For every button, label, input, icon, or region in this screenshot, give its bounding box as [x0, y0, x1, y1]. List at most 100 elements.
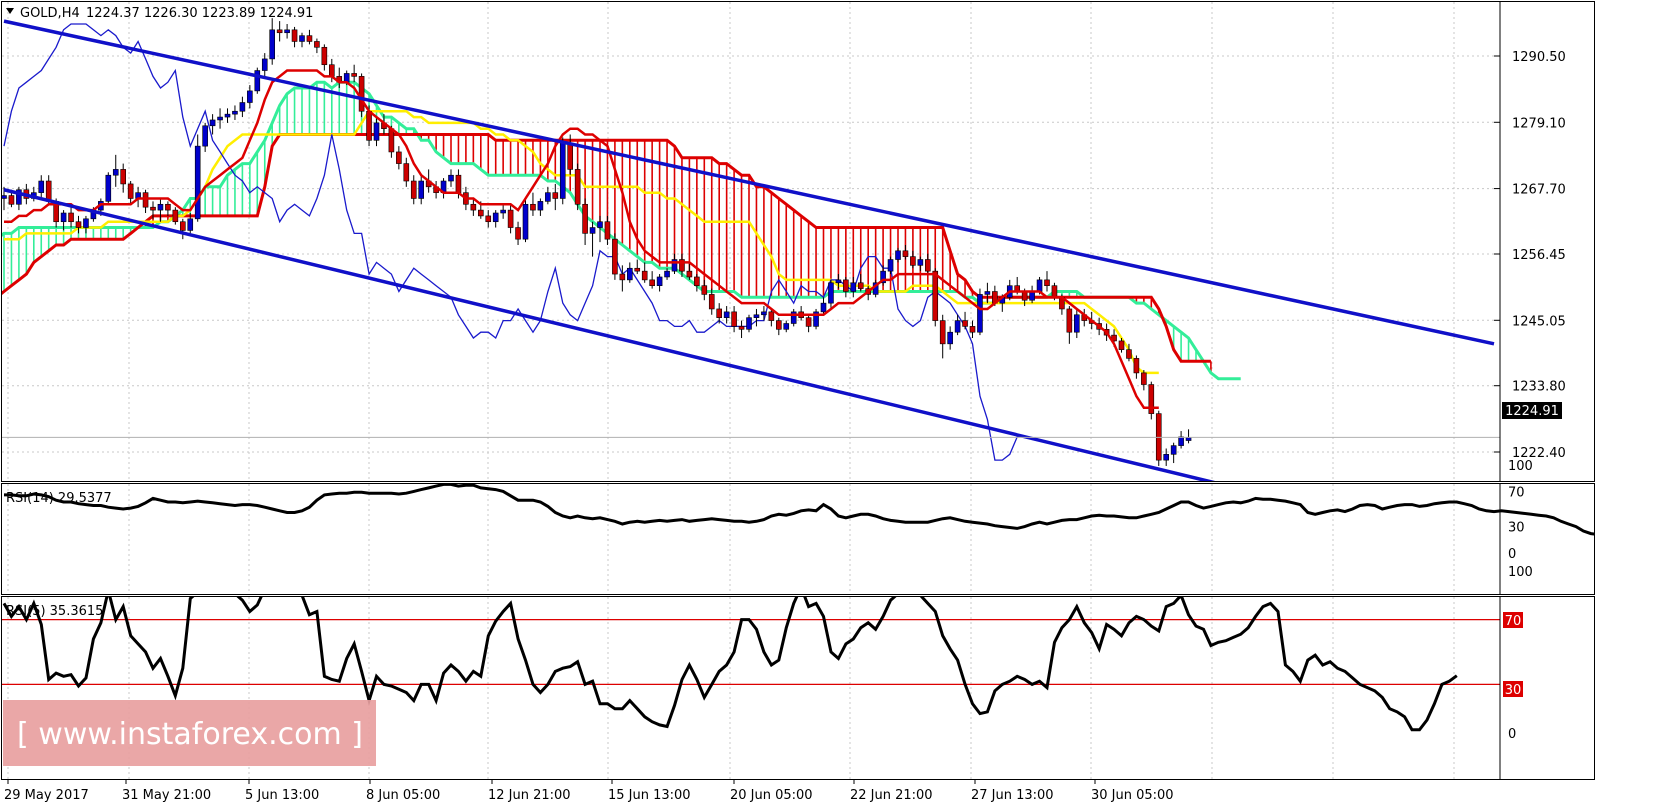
- time-axis-labels: 29 May 2017 31 May 21:00 5 Jun 13:00 8 Jun …: [4, 779, 1174, 803]
- rsi5-title: RSI(5) 35.3615: [6, 604, 103, 619]
- time-tick-label: 30 Jun 05:00: [1091, 788, 1174, 803]
- bull-candle: [254, 70, 261, 92]
- level-30-badge: 30: [1505, 683, 1522, 698]
- bull-candle: [761, 311, 767, 316]
- bull-candle: [559, 142, 566, 199]
- bull-candle: [448, 174, 454, 182]
- channel-lower-line: [3, 188, 1216, 481]
- bull-candle: [418, 180, 425, 199]
- bear-candle: [388, 128, 395, 153]
- bull-candle: [597, 221, 603, 228]
- level-70-badge: 70: [1505, 614, 1522, 629]
- price-tick-label: 1222.40: [1512, 446, 1566, 461]
- bull-candle: [209, 119, 216, 127]
- bull-candle: [828, 282, 834, 304]
- time-tick-label: 5 Jun 13:00: [245, 788, 319, 803]
- rsi-level-badges: 70 30: [1503, 612, 1523, 698]
- bear-candle: [68, 212, 74, 223]
- bull-candle: [954, 320, 961, 333]
- bear-candle: [939, 320, 946, 345]
- bear-candle: [306, 35, 313, 42]
- bull-candle: [790, 311, 797, 324]
- bear-candle: [165, 203, 171, 211]
- bear-candle: [641, 270, 648, 281]
- bull-candle: [656, 276, 663, 286]
- bull-candle: [60, 212, 67, 223]
- watermark-text: [ www.instaforex.com ]: [17, 717, 363, 752]
- bear-candle: [582, 203, 588, 234]
- bear-candle: [619, 273, 626, 281]
- price-axis-labels: 1290.50 1279.10 1267.70 1256.45 1245.05 1233.…: [1494, 2, 1566, 779]
- bear-candle: [694, 276, 700, 286]
- bull-candle: [187, 218, 194, 231]
- bull-candle: [783, 323, 790, 330]
- bull-candle: [157, 203, 164, 211]
- bear-candle: [142, 192, 149, 208]
- bear-candle: [45, 180, 52, 202]
- bull-candle: [813, 311, 819, 327]
- time-tick-label: 12 Jun 21:00: [488, 788, 571, 803]
- bull-candle: [112, 169, 119, 176]
- rsi14-tick-label: 100: [1508, 459, 1533, 474]
- bear-candle: [634, 267, 641, 272]
- time-tick-label: 22 Jun 21:00: [850, 788, 933, 803]
- bear-candle: [775, 320, 782, 330]
- bear-candle: [932, 270, 939, 321]
- bear-candle: [805, 317, 812, 327]
- bear-candle: [403, 163, 410, 182]
- bear-candle: [75, 221, 82, 228]
- time-tick-label: 8 Jun 05:00: [366, 788, 440, 803]
- time-tick-label: 15 Jun 13:00: [608, 788, 691, 803]
- bear-candle: [1133, 358, 1140, 374]
- bull-candle: [984, 291, 991, 295]
- bull-candle: [224, 113, 231, 118]
- collapse-triangle-icon[interactable]: [6, 8, 14, 14]
- bear-candle: [969, 326, 976, 333]
- bear-candle: [276, 29, 283, 34]
- rsi5-axis-labels: 100 0: [1508, 565, 1533, 742]
- rsi14-line: [4, 484, 1594, 536]
- bull-candle: [820, 302, 827, 313]
- rsi14-axis-labels: 100 70 30 0: [1508, 459, 1533, 562]
- bear-candle: [604, 221, 611, 240]
- bear-candle: [1066, 308, 1073, 333]
- bull-candle: [664, 270, 670, 278]
- bear-candle: [768, 311, 775, 321]
- bull-candle: [895, 250, 901, 260]
- bull-candle: [83, 218, 89, 228]
- bull-candle: [1036, 279, 1043, 292]
- bull-candle: [545, 192, 551, 202]
- bull-candle: [835, 279, 842, 284]
- rsi5-tick-label: 100: [1508, 565, 1533, 580]
- bull-candle: [1170, 445, 1177, 455]
- bear-candle: [321, 46, 328, 66]
- bear-candle: [150, 206, 156, 211]
- time-tick-label: 27 Jun 13:00: [971, 788, 1054, 803]
- bear-candle: [1044, 279, 1050, 286]
- bear-candle: [314, 41, 320, 48]
- price-tick-label: 1279.10: [1512, 116, 1566, 131]
- rsi14-tick-label: 30: [1508, 521, 1525, 536]
- bear-candle: [1141, 372, 1147, 385]
- price-tick-label: 1256.45: [1512, 248, 1566, 263]
- bull-candle: [261, 58, 268, 71]
- bull-candle: [284, 29, 290, 34]
- bull-candle: [232, 110, 238, 115]
- bear-candle: [612, 238, 618, 275]
- bear-candle: [455, 174, 462, 193]
- bear-candle: [1148, 384, 1155, 414]
- bear-candle: [857, 282, 864, 289]
- bull-candle: [746, 317, 752, 330]
- bull-candle: [373, 122, 380, 141]
- bear-candle: [738, 326, 745, 330]
- time-tick-label: 20 Jun 05:00: [730, 788, 813, 803]
- bear-candle: [120, 169, 126, 185]
- bull-candle: [239, 102, 246, 112]
- bull-candle: [880, 270, 886, 284]
- price-tick-label: 1245.05: [1512, 314, 1566, 329]
- bull-candle: [723, 311, 730, 318]
- bull-candle: [917, 259, 924, 266]
- price-tick-label: 1267.70: [1512, 183, 1566, 198]
- candlesticks: [2, 18, 1192, 466]
